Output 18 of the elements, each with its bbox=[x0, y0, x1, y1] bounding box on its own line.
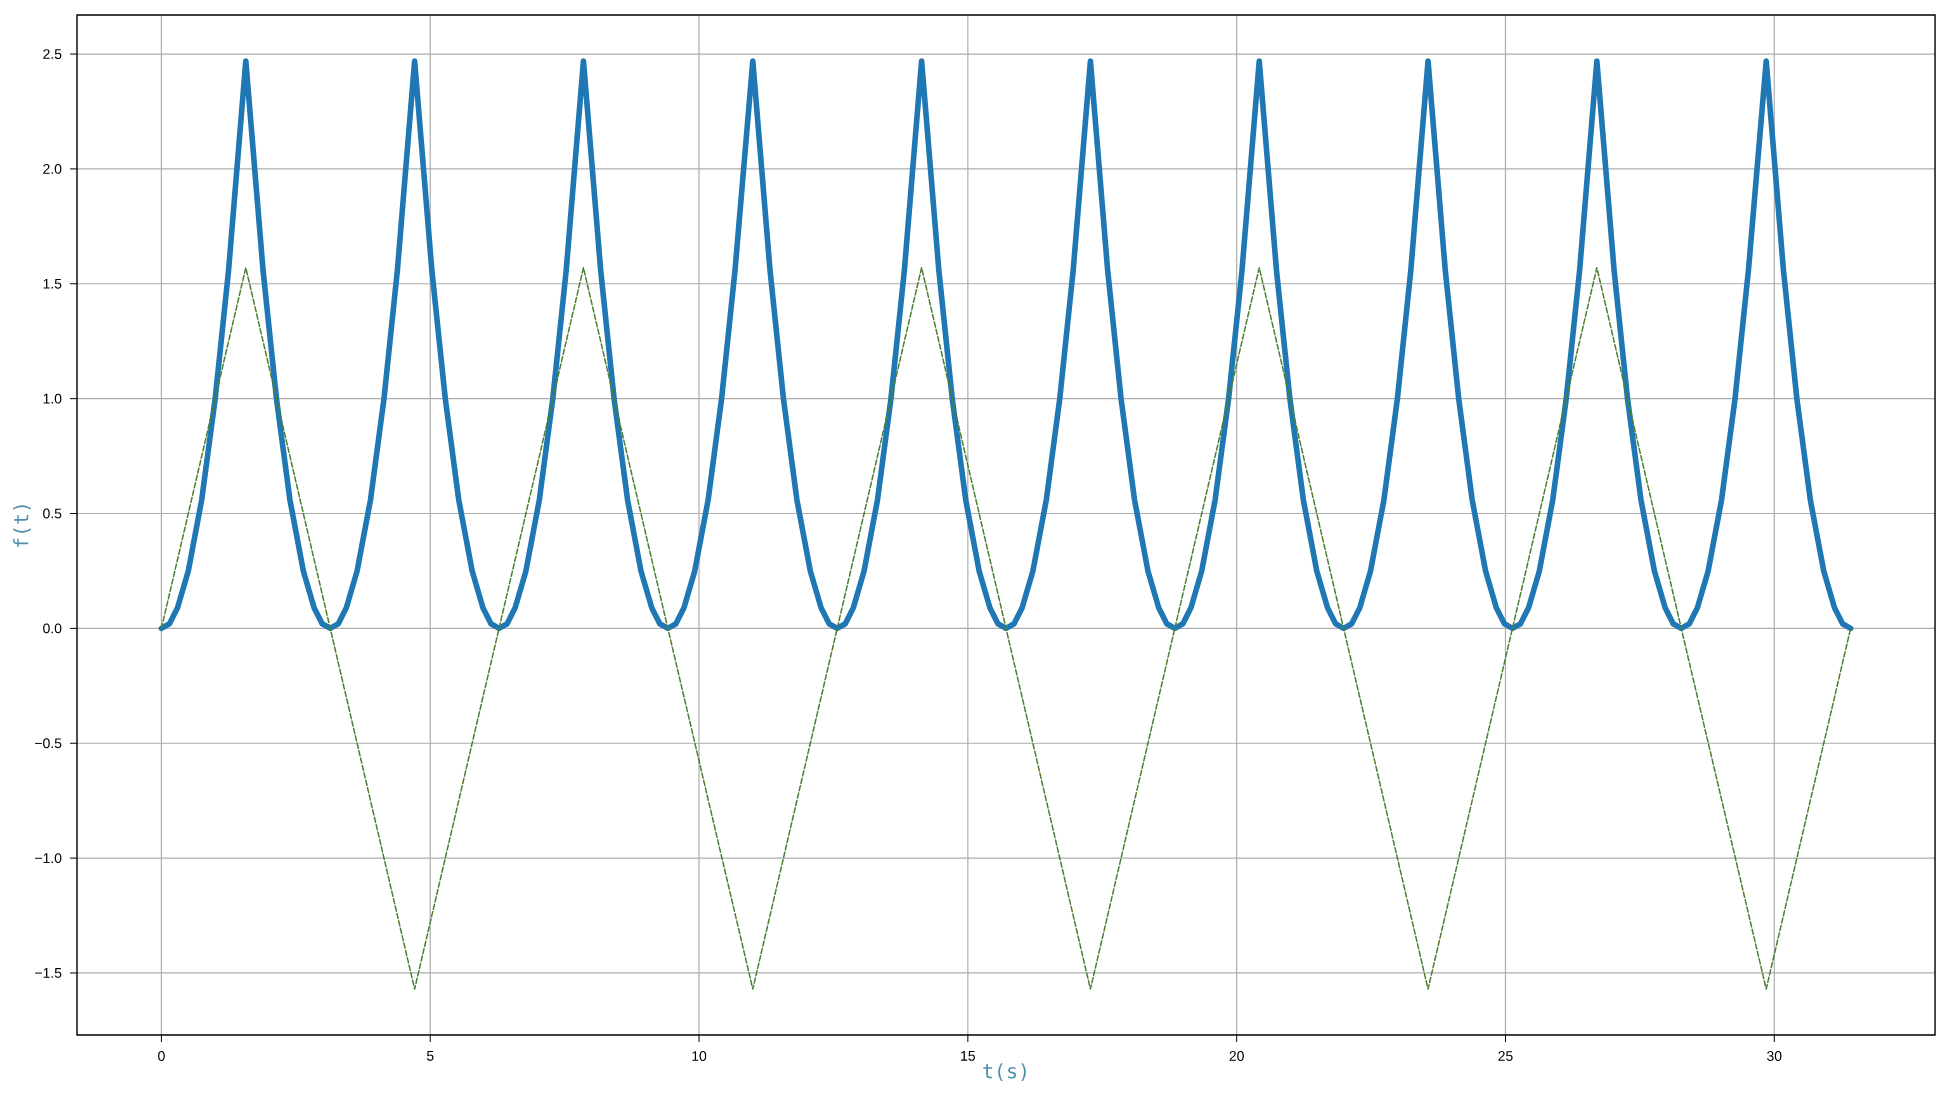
x-tick-label: 25 bbox=[1498, 1051, 1513, 1061]
y-tick-label: 2.5 bbox=[43, 49, 62, 59]
x-axis-title: t(s) bbox=[983, 1063, 1026, 1081]
y-tick-label: 0.5 bbox=[43, 508, 62, 519]
x-tick-label: 30 bbox=[1767, 1051, 1782, 1061]
y-axis-title: f(t) bbox=[13, 505, 31, 548]
y-tick-label: −1.5 bbox=[35, 968, 62, 978]
y-tick-label: 1.0 bbox=[43, 393, 62, 404]
x-tick-label: 10 bbox=[692, 1051, 707, 1061]
x-tick-label: 5 bbox=[426, 1051, 434, 1061]
x-tick-label: 20 bbox=[1229, 1051, 1244, 1061]
y-tick-label: −1.0 bbox=[35, 853, 62, 864]
y-tick-label: 2.0 bbox=[43, 163, 62, 174]
y-tick-label: −0.5 bbox=[35, 738, 62, 749]
y-tick-label: 0.0 bbox=[43, 623, 62, 634]
x-tick-label: 15 bbox=[961, 1051, 975, 1061]
y-tick-label: 1.5 bbox=[43, 278, 62, 289]
x-tick-label: 0 bbox=[158, 1051, 165, 1061]
